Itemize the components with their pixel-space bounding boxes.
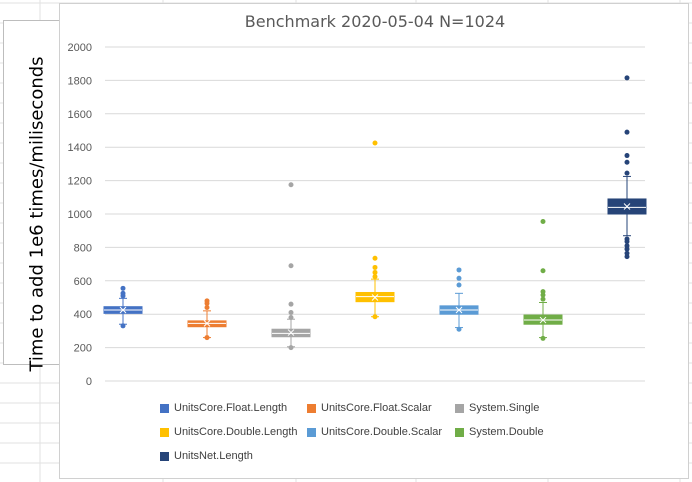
y-tick-label: 400 — [74, 309, 92, 321]
outlier-point — [624, 243, 630, 249]
box-1 — [103, 285, 143, 329]
outlier-point — [624, 170, 630, 176]
mean-marker — [287, 329, 295, 336]
legend-label: UnitsCore.Double.Length — [174, 426, 298, 438]
plot-area: 0 200 400 600 800 1000 1200 1400 1600 1800 2000 — [68, 42, 647, 388]
outlier-point — [288, 310, 294, 316]
outlier-point — [120, 323, 126, 329]
legend-swatch — [160, 427, 169, 437]
outlier-point — [120, 285, 126, 291]
outlier-point — [372, 314, 378, 320]
legend-label: System.Double — [469, 426, 544, 438]
outlier-point — [288, 263, 294, 269]
legend-swatch — [160, 451, 169, 461]
outlier-point — [288, 182, 294, 188]
box-6 — [523, 219, 563, 341]
y-tick-label: 800 — [74, 242, 92, 254]
legend-label: UnitsCore.Double.Scalar — [321, 426, 443, 438]
outlier-point — [288, 301, 294, 307]
y-tick-label: 1600 — [68, 109, 92, 121]
box-3 — [271, 182, 311, 351]
outlier-point — [456, 326, 462, 332]
box-4 — [355, 140, 395, 320]
outlier-point — [372, 264, 378, 270]
outlier-point — [540, 335, 546, 341]
mean-marker — [455, 306, 463, 314]
outlier-point — [540, 219, 546, 225]
legend-swatch — [307, 427, 316, 437]
outlier-point — [456, 267, 462, 273]
outlier-point — [372, 274, 378, 280]
y-tick-label: 1200 — [68, 176, 92, 188]
y-axis-title-box[interactable]: Time to add 1e6 times/miliseconds — [3, 20, 63, 372]
legend-label: System.Single — [469, 402, 540, 414]
mean-marker — [119, 306, 127, 314]
box-5 — [439, 267, 479, 332]
outlier-point — [372, 269, 378, 275]
outlier-point — [624, 236, 630, 242]
box-7 — [607, 75, 647, 260]
outlier-point — [624, 75, 630, 81]
mean-marker — [371, 294, 379, 301]
outlier-point — [288, 345, 294, 351]
mean-marker — [623, 203, 631, 210]
outlier-point — [372, 255, 378, 261]
legend-swatch — [455, 403, 464, 413]
y-axis-title: Time to add 1e6 times/miliseconds — [26, 56, 48, 372]
legend-swatch — [160, 403, 169, 413]
outlier-point — [456, 282, 462, 288]
y-tick-label: 1000 — [68, 209, 92, 221]
outlier-point — [204, 305, 210, 311]
legend-item: UnitsNet.Length — [160, 450, 253, 462]
outlier-point — [540, 296, 546, 302]
y-tick-label: 1800 — [68, 75, 92, 87]
mean-marker — [203, 320, 211, 327]
legend-item: System.Double — [455, 426, 544, 438]
outlier-point — [120, 290, 126, 296]
y-tick-label: 600 — [74, 276, 92, 288]
outlier-point — [204, 335, 210, 341]
outlier-point — [288, 315, 294, 321]
outlier-point — [624, 159, 630, 165]
outlier-point — [372, 140, 378, 146]
outlier-point — [624, 153, 630, 159]
legend-swatch — [307, 403, 316, 413]
legend-item: UnitsCore.Float.Length — [160, 402, 287, 414]
chart-title: Benchmark 2020-05-04 N=1024 — [244, 12, 506, 31]
outlier-point — [624, 250, 630, 256]
y-tick-label: 0 — [86, 376, 92, 388]
y-tick-label: 1400 — [68, 142, 92, 154]
outlier-point — [204, 298, 210, 304]
chart-area[interactable]: 0 200 400 600 800 1000 1200 1400 1600 1800 2000 Be… — [59, 3, 689, 479]
legend-item: System.Single — [455, 402, 539, 414]
legend-item: UnitsCore.Float.Scalar — [307, 402, 432, 414]
legend-item: UnitsCore.Double.Length — [160, 426, 298, 438]
mean-marker — [539, 316, 547, 324]
legend-label: UnitsCore.Float.Length — [174, 402, 288, 414]
legend-label: UnitsNet.Length — [174, 450, 253, 462]
outlier-point — [540, 268, 546, 274]
legend-swatch — [455, 427, 464, 437]
y-tick-label: 2000 — [68, 42, 92, 54]
legend-item: UnitsCore.Double.Scalar — [307, 426, 442, 438]
outlier-point — [540, 289, 546, 295]
y-tick-label: 200 — [74, 343, 92, 355]
outlier-point — [456, 275, 462, 281]
outlier-point — [624, 129, 630, 135]
box-2 — [187, 298, 227, 341]
legend-label: UnitsCore.Float.Scalar — [321, 402, 432, 414]
